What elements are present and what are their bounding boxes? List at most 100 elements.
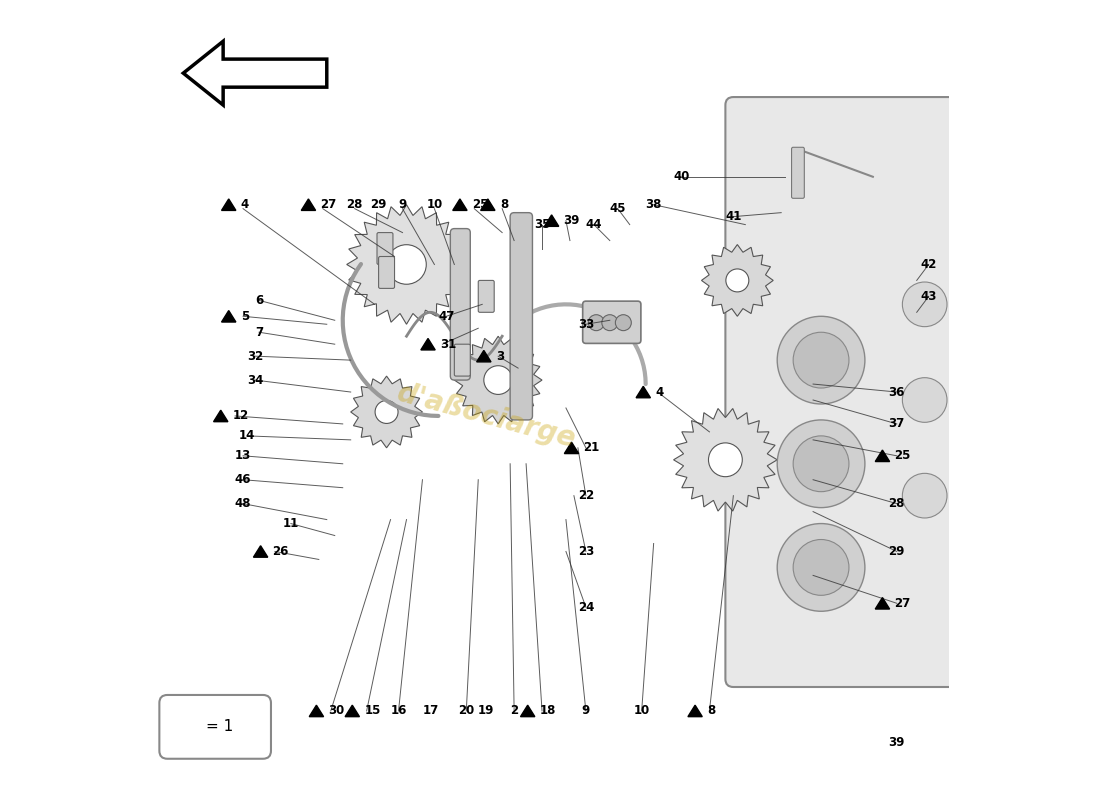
Text: 11: 11: [283, 517, 299, 530]
Polygon shape: [301, 199, 316, 210]
Polygon shape: [309, 705, 323, 717]
Polygon shape: [453, 199, 468, 210]
Circle shape: [902, 378, 947, 422]
Text: 21: 21: [583, 442, 600, 454]
Text: 12: 12: [233, 410, 249, 422]
FancyBboxPatch shape: [792, 147, 804, 198]
Text: 4: 4: [241, 198, 249, 211]
Text: 25: 25: [472, 198, 488, 211]
Polygon shape: [454, 336, 542, 424]
Text: 25: 25: [894, 450, 911, 462]
Circle shape: [588, 314, 604, 330]
Polygon shape: [253, 546, 267, 558]
Polygon shape: [221, 310, 235, 322]
FancyBboxPatch shape: [454, 344, 471, 376]
Text: 45: 45: [609, 202, 626, 215]
Circle shape: [902, 282, 947, 326]
Text: 34: 34: [246, 374, 263, 386]
Text: 22: 22: [578, 489, 594, 502]
Polygon shape: [636, 386, 650, 398]
Text: 40: 40: [673, 170, 690, 183]
Text: 18: 18: [540, 705, 556, 718]
Text: 46: 46: [234, 474, 251, 486]
Polygon shape: [520, 705, 535, 717]
Text: 38: 38: [646, 198, 662, 211]
Text: 7: 7: [255, 326, 263, 338]
FancyBboxPatch shape: [510, 213, 532, 420]
Text: 3: 3: [496, 350, 504, 362]
Text: 33: 33: [578, 318, 594, 330]
Text: 31: 31: [440, 338, 456, 350]
Text: 27: 27: [894, 597, 911, 610]
Polygon shape: [213, 410, 228, 422]
Polygon shape: [421, 338, 436, 350]
Text: 28: 28: [889, 497, 905, 510]
Circle shape: [902, 474, 947, 518]
Text: 2: 2: [510, 705, 518, 718]
Text: 41: 41: [725, 210, 741, 223]
Text: 32: 32: [246, 350, 263, 362]
Text: 4: 4: [656, 386, 663, 398]
Circle shape: [387, 245, 427, 284]
Circle shape: [615, 314, 631, 330]
Text: 44: 44: [585, 218, 602, 231]
Circle shape: [778, 523, 865, 611]
Text: 6: 6: [255, 294, 263, 307]
Text: 28: 28: [346, 198, 363, 211]
Text: 29: 29: [889, 545, 905, 558]
Polygon shape: [481, 199, 495, 210]
Text: 9: 9: [582, 705, 590, 718]
FancyBboxPatch shape: [377, 233, 393, 265]
Circle shape: [375, 401, 398, 423]
Text: 8: 8: [499, 198, 508, 211]
Text: 9: 9: [398, 198, 407, 211]
Text: 30: 30: [329, 705, 344, 718]
Text: 36: 36: [889, 386, 905, 398]
Polygon shape: [544, 215, 559, 226]
Text: 10: 10: [427, 198, 442, 211]
Text: 14: 14: [239, 430, 255, 442]
Text: d'aßociarge: d'aßociarge: [394, 378, 579, 453]
Polygon shape: [184, 42, 327, 105]
Polygon shape: [184, 719, 202, 734]
Circle shape: [793, 539, 849, 595]
FancyBboxPatch shape: [478, 281, 494, 312]
Circle shape: [793, 436, 849, 492]
Polygon shape: [476, 350, 491, 362]
Text: 37: 37: [889, 418, 905, 430]
Text: 29: 29: [371, 198, 387, 211]
Polygon shape: [688, 705, 702, 717]
Text: 35: 35: [534, 218, 550, 231]
Circle shape: [778, 316, 865, 404]
Text: 43: 43: [921, 290, 937, 303]
Text: 39: 39: [563, 214, 580, 227]
Circle shape: [778, 420, 865, 508]
Text: 10: 10: [634, 705, 650, 718]
Circle shape: [726, 269, 749, 292]
Text: = 1: = 1: [206, 719, 233, 734]
Text: 16: 16: [390, 705, 407, 718]
Polygon shape: [564, 442, 579, 454]
FancyBboxPatch shape: [450, 229, 471, 380]
Polygon shape: [876, 598, 890, 609]
FancyBboxPatch shape: [583, 301, 641, 343]
FancyBboxPatch shape: [725, 97, 957, 687]
Circle shape: [602, 314, 618, 330]
Text: 24: 24: [578, 601, 594, 614]
Text: 17: 17: [422, 705, 439, 718]
FancyBboxPatch shape: [378, 257, 395, 288]
Polygon shape: [346, 205, 466, 324]
Polygon shape: [221, 199, 235, 210]
Text: 47: 47: [438, 310, 454, 322]
Text: 13: 13: [235, 450, 251, 462]
Circle shape: [708, 443, 742, 477]
Text: 27: 27: [320, 198, 337, 211]
FancyBboxPatch shape: [160, 695, 271, 758]
Text: 26: 26: [273, 545, 289, 558]
Text: 42: 42: [921, 258, 937, 271]
Polygon shape: [876, 450, 890, 462]
Text: 20: 20: [459, 705, 474, 718]
Circle shape: [484, 366, 513, 394]
Polygon shape: [702, 245, 773, 316]
Text: 5: 5: [241, 310, 249, 322]
